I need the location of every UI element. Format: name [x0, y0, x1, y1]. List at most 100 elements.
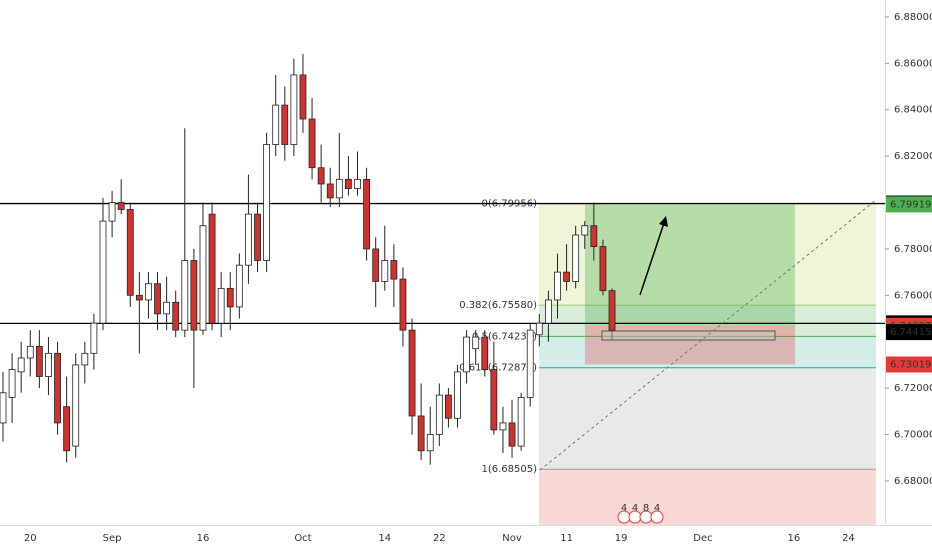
candle-body: [563, 271, 570, 282]
candle-body: [308, 118, 316, 169]
y-tick-label: 6.68000: [894, 476, 932, 487]
fib-band: [539, 367, 876, 470]
event-count: 4: [632, 503, 638, 514]
x-tick-label: Dec: [693, 533, 712, 544]
candle-body: [290, 74, 298, 145]
candle-body: [254, 213, 261, 261]
y-tick-label: 6.82000: [894, 151, 932, 162]
fib-band: [539, 469, 876, 525]
candle-body: [599, 246, 607, 292]
x-tick-label: Sep: [103, 533, 122, 544]
candle-body: [63, 406, 71, 452]
candle-body: [81, 352, 89, 366]
candle-body: [535, 322, 543, 336]
position-loss: [585, 325, 795, 365]
fib-band: [539, 203, 876, 306]
candle-body: [145, 283, 152, 301]
event-count: 4: [621, 503, 627, 514]
x-tick-label: Oct: [294, 533, 311, 544]
y-tick-label: 6.76000: [894, 290, 932, 301]
event-count: 8: [643, 503, 649, 514]
candle-body: [172, 301, 180, 331]
candle-body: [554, 271, 561, 301]
candle-body: [463, 336, 470, 373]
candle-body: [117, 202, 125, 210]
candle-body: [399, 278, 407, 331]
y-tick-label: 6.86000: [894, 58, 932, 69]
candle-body: [281, 104, 289, 145]
candle-body: [0, 392, 7, 424]
y-tick-label: 6.72000: [894, 383, 932, 394]
candle-body: [163, 301, 171, 315]
candle-body: [363, 178, 371, 250]
x-tick-label: 24: [842, 533, 855, 544]
x-tick-label: 14: [378, 533, 391, 544]
fib-level-label: 1(6.68505): [481, 464, 537, 475]
candle-body: [99, 220, 107, 324]
arrow-shaft: [639, 219, 666, 296]
candle-body: [235, 264, 243, 308]
candle-body: [408, 329, 416, 417]
candle-body: [608, 290, 616, 331]
candle-body: [354, 178, 361, 190]
y-tick-label: 6.78000: [894, 244, 932, 255]
event-count: 4: [654, 503, 660, 514]
candle-body: [199, 225, 207, 331]
price-badge: [886, 196, 932, 213]
candle-body: [526, 329, 534, 398]
position-profit: [585, 204, 795, 326]
candle-body: [472, 336, 480, 350]
candle-body: [181, 260, 189, 331]
fib-level-label: 0.382(6.75580): [459, 300, 537, 311]
price-badge-label: 6.73019: [890, 359, 931, 370]
x-tick-label: 16: [787, 533, 800, 544]
candle-body: [445, 394, 452, 419]
candle-body: [26, 345, 34, 359]
candle-body: [226, 287, 234, 308]
candle-body: [454, 371, 461, 419]
candle-body: [190, 260, 198, 331]
candle-body: [481, 336, 489, 370]
candle-body: [417, 415, 425, 452]
candle-body: [345, 178, 352, 190]
x-tick-label: 16: [197, 533, 210, 544]
price-badge: [886, 356, 932, 373]
candle-body: [390, 260, 398, 280]
y-tick-label: 6.88000: [894, 12, 932, 23]
candle-body: [35, 345, 43, 377]
candle-body: [590, 225, 598, 248]
candle-body: [499, 422, 507, 431]
candle-body: [381, 260, 389, 282]
x-tick-label: 22: [433, 533, 446, 544]
candle-body: [72, 364, 80, 447]
candle-body: [581, 225, 589, 236]
candle-body: [208, 213, 216, 324]
candle-body: [90, 322, 98, 354]
candle-body: [435, 394, 443, 435]
y-tick-label: 6.84000: [894, 105, 932, 116]
x-tick-label: 11: [560, 533, 573, 544]
candle-body: [8, 369, 16, 398]
arrow-head: [659, 216, 668, 227]
candle-body: [517, 397, 525, 447]
fib-level-label: 0.5(6.74230): [472, 331, 537, 342]
price-badge: [886, 324, 932, 341]
candle-body: [45, 352, 52, 377]
candle-body: [545, 299, 552, 324]
candle-body: [426, 434, 434, 452]
candle-body: [135, 294, 143, 301]
price-zone: [601, 330, 776, 341]
fib-band: [539, 336, 876, 368]
candle-body: [17, 357, 25, 373]
candle-body: [317, 167, 325, 185]
candle-body: [263, 144, 271, 261]
candle-body: [572, 234, 580, 282]
price-badge-label: 6.79919: [890, 199, 931, 210]
price-badge-label: 6.74415: [890, 327, 931, 338]
candle-body: [372, 248, 380, 282]
y-tick-label: 6.70000: [894, 430, 932, 441]
candle-body: [490, 369, 498, 431]
candle-body: [245, 213, 252, 266]
